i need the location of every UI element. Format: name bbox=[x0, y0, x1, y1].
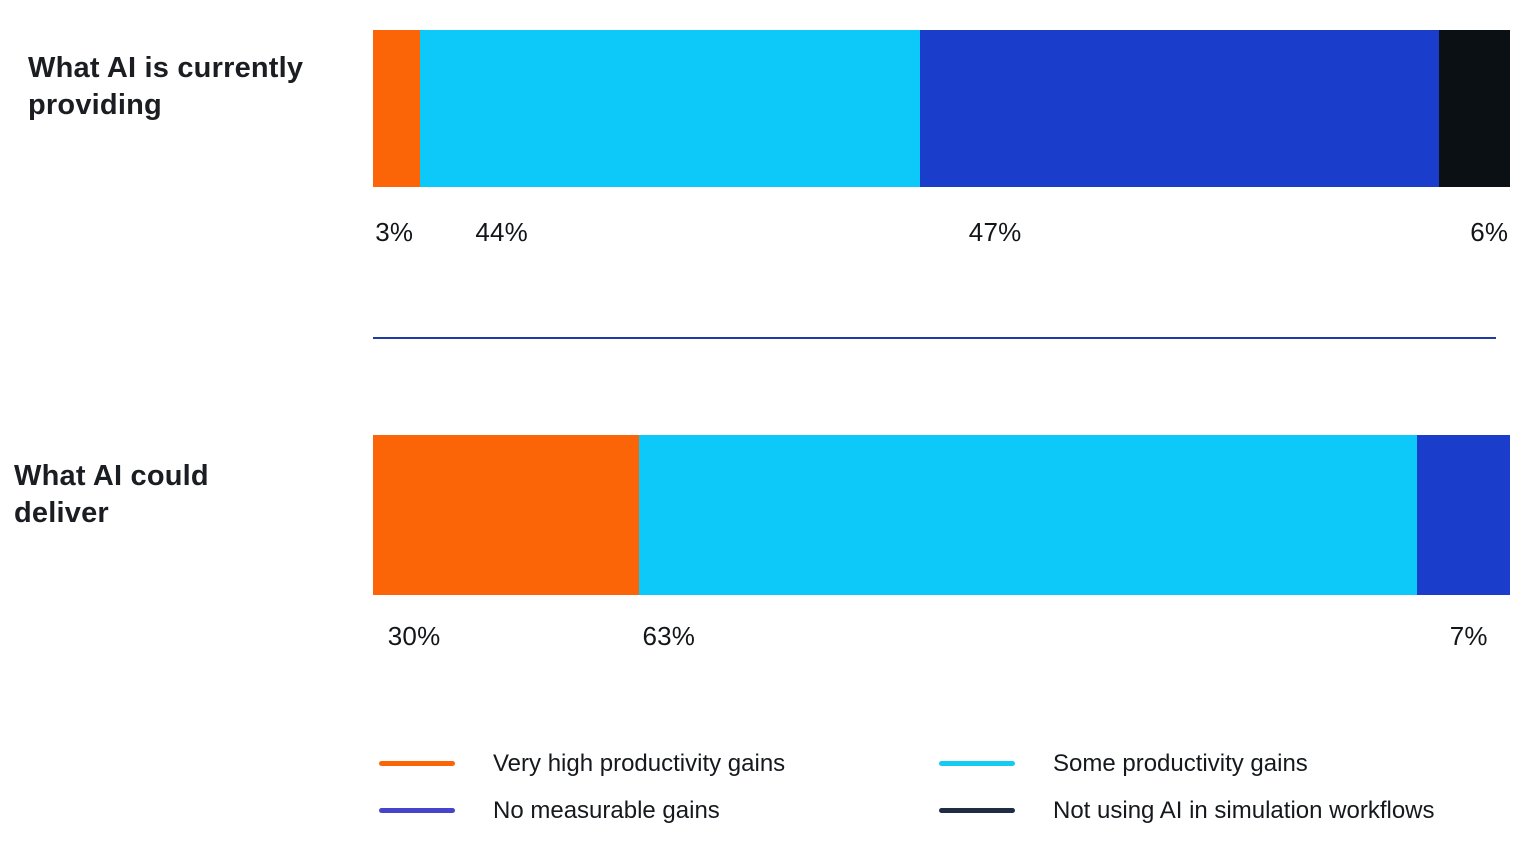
legend-item: Some productivity gains bbox=[939, 748, 1435, 779]
bar-segment-some-productivity-gains bbox=[419, 30, 920, 187]
percent-label-not-using-ai-in-simulation-workflows: 6% bbox=[1470, 217, 1509, 247]
legend-swatch-some-productivity-gains bbox=[939, 761, 1015, 766]
percent-label-some-productivity-gains: 63% bbox=[642, 621, 696, 651]
percent-label-very-high-productivity-gains: 3% bbox=[375, 217, 414, 247]
row-title-line: What AI is currently bbox=[28, 52, 304, 84]
bar-segment-some-productivity-gains bbox=[639, 435, 1417, 595]
legend-label: Some productivity gains bbox=[1053, 749, 1308, 777]
legend: Very high productivity gains Some product… bbox=[379, 748, 1435, 826]
legend-label: No measurable gains bbox=[493, 796, 720, 824]
bar-segment-very-high-productivity-gains bbox=[373, 435, 640, 595]
bar-segment-no-measurable-gains bbox=[1416, 435, 1510, 595]
percent-label-no-measurable-gains: 47% bbox=[968, 217, 1022, 247]
bar-segment-no-measurable-gains bbox=[919, 30, 1440, 187]
legend-item: Not using AI in simulation workflows bbox=[939, 795, 1435, 826]
percent-labels: 30% 63% 7% bbox=[373, 621, 1510, 653]
percent-label-no-measurable-gains: 7% bbox=[1449, 621, 1488, 651]
percent-label-very-high-productivity-gains: 30% bbox=[387, 621, 441, 651]
percent-labels: 3% 44% 47% 6% bbox=[373, 217, 1510, 249]
stacked-bar bbox=[373, 30, 1510, 187]
legend-label: Very high productivity gains bbox=[493, 749, 786, 777]
legend-item: Very high productivity gains bbox=[379, 748, 939, 779]
row-title-line: providing bbox=[28, 88, 162, 121]
legend-swatch-not-using-ai-in-simulation-workflows bbox=[939, 808, 1015, 813]
row-title: What AI is currently providing bbox=[28, 50, 303, 123]
row-title: What AI could deliver bbox=[14, 458, 209, 531]
stacked-bar bbox=[373, 435, 1510, 595]
percent-label-some-productivity-gains: 44% bbox=[475, 217, 528, 247]
row-title-line: deliver bbox=[14, 496, 109, 529]
row-title-line: What AI could bbox=[14, 460, 209, 492]
legend-item: No measurable gains bbox=[379, 795, 939, 826]
legend-swatch-no-measurable-gains bbox=[379, 808, 455, 813]
row-divider bbox=[373, 337, 1496, 339]
legend-label: Not using AI in simulation workflows bbox=[1053, 796, 1435, 824]
legend-swatch-very-high-productivity-gains bbox=[379, 761, 455, 766]
bar-segment-very-high-productivity-gains bbox=[373, 30, 420, 187]
bar-segment-not-using-ai-in-simulation-workflows bbox=[1439, 30, 1510, 187]
